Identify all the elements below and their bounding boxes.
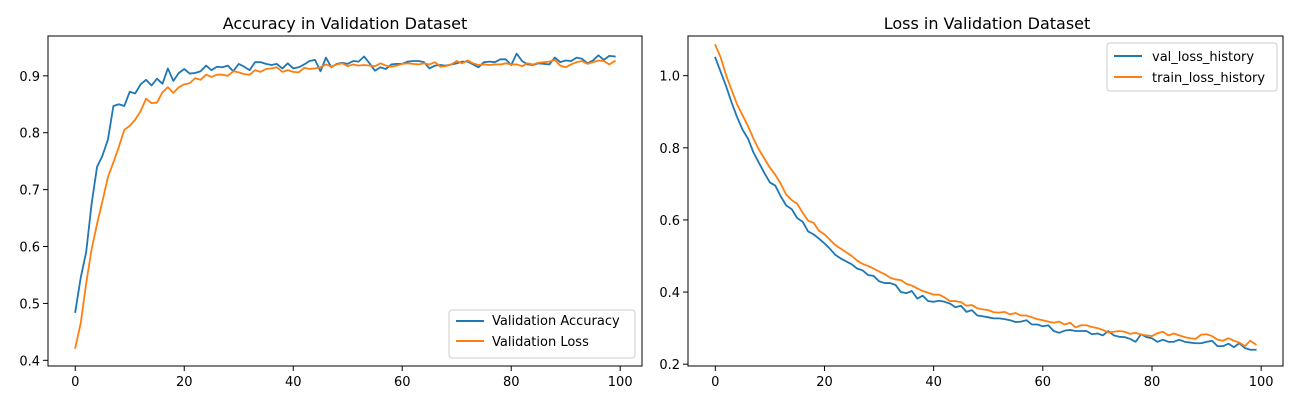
y-tick-label: 0.9 [19,70,40,85]
x-tick-label: 0 [71,375,79,390]
axes-frame [47,35,643,367]
legend: Validation Accuracy Validation Loss [448,309,636,359]
y-tick-label: 0.5 [19,297,40,312]
y-tick-label: 0.7 [19,184,40,199]
legend-box [448,309,636,359]
y-tick-label: 0.4 [19,354,40,369]
legend-box [1106,42,1278,92]
legend-label-validation-loss: Validation Loss [492,335,589,350]
legend-label-train-loss-history: train_loss_history [1152,71,1265,86]
chart-title: Accuracy in Validation Dataset [223,14,468,33]
x-tick-label: 40 [285,375,302,390]
chart-title: Loss in Validation Dataset [884,14,1091,33]
x-tick-label: 60 [394,375,411,390]
x-tick-label: 100 [1249,375,1274,390]
y-tick-label: 0.8 [19,127,40,142]
y-tick-label: 0.8 [659,142,680,157]
x-tick-label: 20 [816,375,833,390]
y-tick-label: 0.6 [659,214,680,229]
x-tick-label: 0 [711,375,719,390]
series-line-train-loss-history [714,43,1257,348]
y-tick-label: 0.2 [659,358,680,373]
x-tick-label: 20 [176,375,193,390]
x-tick-label: 80 [1144,375,1161,390]
plot-area: 0 20 40 60 80 100 0.4 0.5 0.6 0.7 0.8 0.9 [19,52,633,390]
accuracy-chart: Accuracy in Validation Dataset 0 20 40 60 80… [19,14,643,390]
loss-chart: Loss in Validation Dataset 0 20 40 60 80 1000… [659,14,1284,390]
x-tick-label: 40 [925,375,942,390]
axes-frame [687,35,1284,367]
y-tick-label: 0.6 [19,241,40,256]
x-tick-label: 80 [503,375,520,390]
series-line-val-loss-history [714,56,1257,351]
y-tick-label: 1.0 [659,70,680,85]
series-line-validation-loss [74,59,616,349]
x-tick-label: 60 [1035,375,1052,390]
y-tick-label: 0.4 [659,286,680,301]
x-tick-label: 100 [608,375,633,390]
series-line-validation-accuracy [74,52,616,313]
legend-label-validation-accuracy: Validation Accuracy [492,314,620,329]
legend: val_loss_history train_loss_history [1106,42,1278,92]
plot-area: 0 20 40 60 80 100 0.2 0.4 0.6 0.8 1.0 [659,43,1274,390]
legend-label-val-loss-history: val_loss_history [1152,50,1254,65]
